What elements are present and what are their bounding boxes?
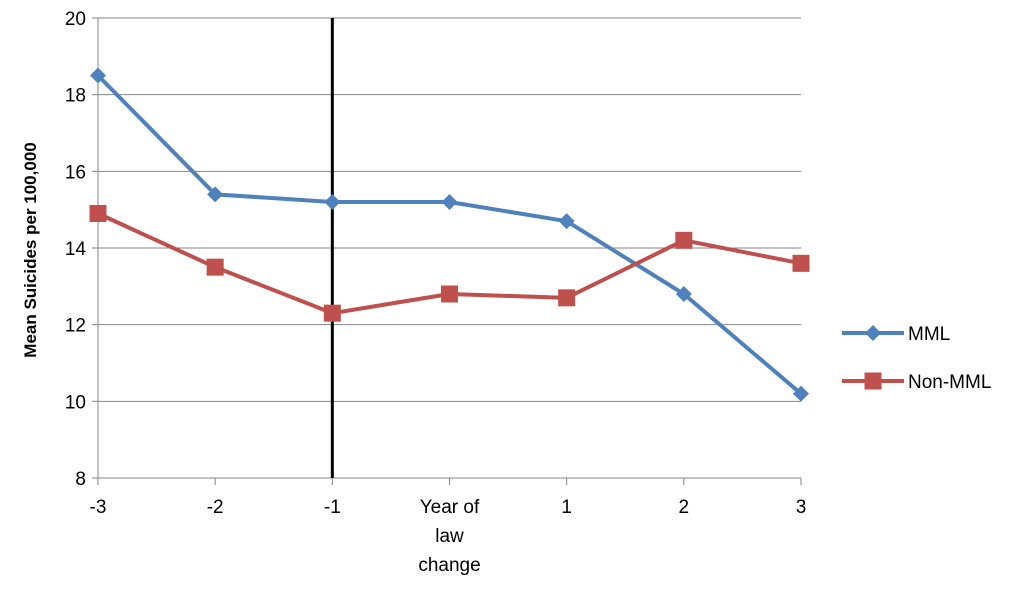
x-tick-label-line: Year of bbox=[420, 497, 480, 518]
x-tick-label: 2 bbox=[679, 497, 690, 518]
x-tick-label-line: law bbox=[435, 526, 464, 547]
x-tick-label: -2 bbox=[207, 497, 224, 518]
y-tick-labels: 8 10 12 14 16 18 20 bbox=[65, 9, 87, 490]
y-tick-label: 18 bbox=[65, 86, 86, 107]
data-point bbox=[675, 231, 693, 249]
series-line bbox=[96, 73, 803, 396]
y-tick-label: 20 bbox=[65, 9, 86, 30]
y-tick-label: 8 bbox=[75, 469, 86, 490]
x-tick-label: -3 bbox=[90, 497, 107, 518]
series-group bbox=[89, 67, 810, 402]
x-tick-label: -1 bbox=[324, 497, 341, 518]
data-point bbox=[558, 289, 576, 307]
y-tick-label: 12 bbox=[65, 316, 86, 337]
x-tick-label-line: 3 bbox=[796, 497, 807, 518]
series-mml bbox=[90, 67, 809, 402]
data-point bbox=[89, 205, 107, 222]
data-point bbox=[206, 258, 224, 276]
x-tick-label: Year of law change bbox=[418, 497, 480, 576]
legend-entry: MML bbox=[842, 324, 950, 345]
y-tick-label: 16 bbox=[65, 162, 86, 183]
data-point bbox=[441, 194, 458, 210]
x-tick-label: 1 bbox=[561, 497, 572, 518]
x-tick-label-line: 2 bbox=[679, 497, 690, 518]
y-axis-title: Mean Suicides per 100,000 bbox=[21, 142, 40, 357]
legend: MML Non-MML bbox=[842, 324, 991, 393]
x-tick-label: 3 bbox=[796, 497, 807, 518]
series-non-mml bbox=[89, 205, 810, 322]
axes bbox=[92, 17, 802, 485]
data-point bbox=[792, 254, 810, 272]
x-tick-label-line: -1 bbox=[324, 497, 341, 518]
x-tick-label-line: -2 bbox=[207, 497, 224, 518]
data-point bbox=[675, 286, 692, 302]
x-tick-label-line: 1 bbox=[561, 497, 572, 518]
x-tick-label-line: change bbox=[418, 555, 480, 576]
data-point bbox=[441, 285, 458, 303]
legend-marker bbox=[864, 372, 882, 390]
data-point bbox=[90, 67, 106, 84]
legend-entry: Non-MML bbox=[842, 372, 991, 393]
legend-label: MML bbox=[908, 324, 950, 345]
data-point bbox=[207, 186, 224, 203]
y-tick-label: 14 bbox=[65, 239, 87, 260]
data-point bbox=[558, 213, 575, 230]
x-tick-labels: -3 -2 -1 Year of law change 1 2 3 bbox=[90, 497, 807, 576]
legend-marker bbox=[865, 325, 881, 341]
data-point bbox=[323, 304, 341, 322]
gridlines bbox=[98, 17, 801, 402]
data-point bbox=[793, 385, 809, 402]
data-point bbox=[324, 194, 341, 210]
y-tick-label: 10 bbox=[65, 392, 86, 413]
legend-label: Non-MML bbox=[908, 372, 991, 393]
x-tick-label-line: -3 bbox=[90, 497, 107, 518]
